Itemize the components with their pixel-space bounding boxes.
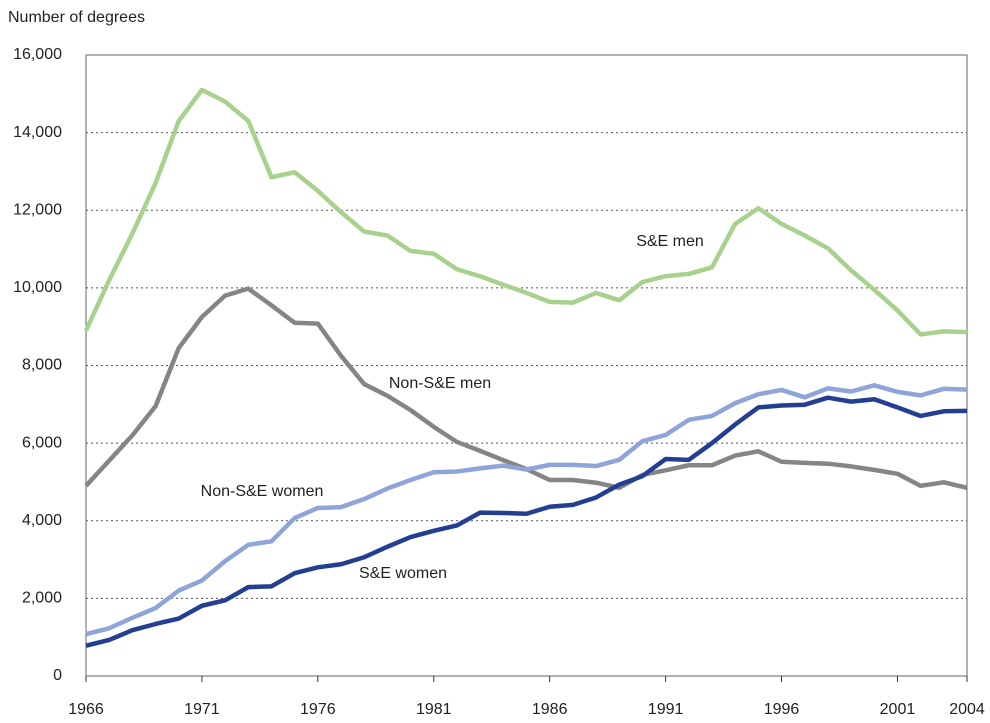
plot-frame [85, 54, 968, 677]
y-tick-label: 12,000 [13, 201, 62, 218]
y-tick-label: 14,000 [13, 124, 62, 141]
series-label: Non-S&E women [201, 483, 324, 500]
series-label: S&E men [636, 233, 704, 250]
x-tick-label: 1986 [532, 701, 568, 718]
series-line [85, 383, 968, 637]
y-tick-label: 0 [53, 667, 62, 684]
x-tick-label: 1966 [68, 701, 104, 718]
series-line [85, 395, 968, 648]
y-tick-label: 2,000 [22, 590, 62, 607]
x-tick-label: 1996 [764, 701, 800, 718]
series-line [83, 87, 968, 337]
y-tick-label: 6,000 [22, 434, 62, 451]
x-tick-label: 1971 [184, 701, 220, 718]
x-tick-label: 2001 [880, 701, 916, 718]
y-tick-label: 10,000 [13, 279, 62, 296]
y-tick-label: 4,000 [22, 512, 62, 529]
series-label: Non-S&E men [389, 375, 491, 392]
y-tick-label: 8,000 [22, 357, 62, 374]
x-tick-label: 1981 [416, 701, 452, 718]
x-tick-label: 1976 [300, 701, 336, 718]
x-tick-label: 1991 [648, 701, 684, 718]
series-label: S&E women [359, 565, 447, 582]
x-tick-label: 2004 [949, 701, 985, 718]
y-tick-label: 16,000 [13, 46, 62, 63]
y-axis-label: Number of degrees [8, 9, 145, 26]
